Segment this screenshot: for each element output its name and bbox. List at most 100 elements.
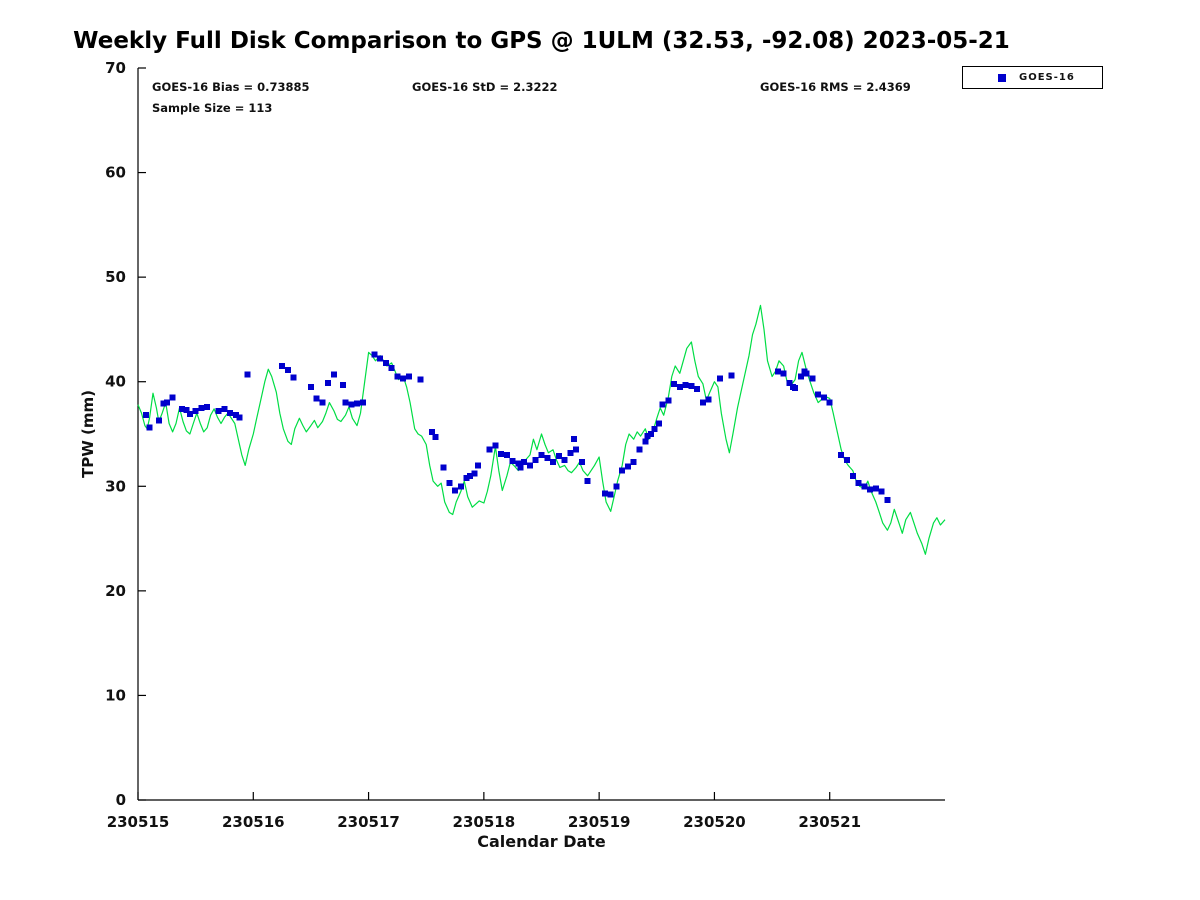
goes16-marker xyxy=(570,436,577,443)
goes16-marker xyxy=(676,383,683,390)
goes16-marker xyxy=(699,399,706,406)
goes16-marker xyxy=(705,396,712,403)
goes16-marker xyxy=(792,385,799,391)
goes16-marker xyxy=(400,375,407,382)
goes16-marker xyxy=(178,405,185,412)
goes16-marker xyxy=(163,399,170,406)
goes16-legend-label: GOES-16 xyxy=(1019,72,1075,83)
x-tick-label: 230517 xyxy=(337,813,400,831)
goes16-marker xyxy=(659,401,666,408)
goes16-marker xyxy=(486,446,493,453)
goes16-marker xyxy=(313,395,320,402)
goes16-marker xyxy=(561,457,568,464)
goes16-marker xyxy=(774,368,781,375)
goes16-marker xyxy=(642,438,649,445)
goes16-marker xyxy=(665,397,672,404)
goes16-marker xyxy=(682,381,689,388)
goes16-marker xyxy=(452,487,458,494)
goes16-marker xyxy=(578,459,585,466)
goes16-marker xyxy=(820,394,827,401)
goes16-marker xyxy=(573,446,580,453)
goes16-marker xyxy=(244,371,251,378)
goes16-marker xyxy=(354,400,360,407)
goes16-marker xyxy=(625,463,631,470)
y-tick-label: 20 xyxy=(105,582,126,600)
goes16-marker xyxy=(198,404,205,411)
goes16-marker xyxy=(567,449,574,456)
goes16-marker xyxy=(636,446,643,453)
goes16-marker xyxy=(463,474,470,481)
goes16-marker xyxy=(521,459,528,466)
goes16-marker xyxy=(815,391,822,398)
goes16-marker xyxy=(809,375,816,382)
goes16-marker xyxy=(538,451,545,458)
goes16-marker xyxy=(215,408,222,414)
goes16-marker xyxy=(517,464,524,471)
goes16-marker xyxy=(613,483,620,490)
goes16-marker xyxy=(855,480,862,487)
goes16-marker xyxy=(630,459,637,466)
goes16-marker xyxy=(146,424,153,431)
goes16-marker xyxy=(417,376,424,383)
goes16-marker xyxy=(509,458,516,465)
goes16-marker xyxy=(227,410,234,417)
goes16-marker xyxy=(872,485,879,492)
goes16-marker xyxy=(382,359,389,366)
goes16-marker xyxy=(221,405,228,412)
goes16-marker xyxy=(467,472,473,479)
goes16-marker xyxy=(233,412,239,419)
x-tick-label: 230520 xyxy=(683,813,746,831)
goes16-marker xyxy=(155,417,162,424)
goes16-marker xyxy=(471,470,478,477)
goes16-marker xyxy=(475,462,482,469)
goes16-marker xyxy=(619,467,626,474)
y-tick-label: 60 xyxy=(105,164,126,182)
legend: GOES-16 xyxy=(962,66,1103,89)
goes16-marker xyxy=(688,382,695,389)
goes16-marker xyxy=(440,464,447,471)
goes16-marker xyxy=(786,379,793,386)
goes16-marker xyxy=(861,483,868,490)
goes16-marker xyxy=(340,381,347,388)
goes16-marker xyxy=(446,480,453,487)
goes16-marker xyxy=(143,412,150,419)
goes16-marker xyxy=(694,386,701,392)
goes16-marker xyxy=(607,491,614,498)
goes16-marker xyxy=(388,365,395,372)
goes16-marker xyxy=(849,472,856,479)
goes16-marker xyxy=(192,408,199,414)
y-tick-label: 30 xyxy=(105,477,126,495)
x-tick-label: 230515 xyxy=(107,813,170,831)
x-tick-label: 230521 xyxy=(798,813,861,831)
stat-bias: GOES-16 Bias = 0.73885 xyxy=(152,80,310,94)
goes16-marker xyxy=(648,431,654,437)
gps-line xyxy=(137,304,946,555)
stat-std: GOES-16 StD = 2.3222 xyxy=(412,80,558,94)
goes16-marker xyxy=(331,371,337,378)
goes16-marker xyxy=(279,363,286,369)
x-axis-label: Calendar Date xyxy=(477,832,606,851)
goes16-marker xyxy=(550,459,556,466)
goes16-marker xyxy=(527,462,533,469)
goes16-legend-marker-icon xyxy=(998,73,1006,82)
x-tick-label: 230518 xyxy=(453,813,516,831)
goes16-marker xyxy=(359,399,366,406)
goes16-marker xyxy=(492,442,499,449)
chart-title: Weekly Full Disk Comparison to GPS @ 1UL… xyxy=(73,28,1010,54)
y-tick-label: 40 xyxy=(105,373,126,391)
goes16-marker xyxy=(377,355,384,362)
goes16-marker xyxy=(498,450,505,457)
goes16-marker xyxy=(371,351,378,358)
goes16-marker xyxy=(307,383,314,390)
goes16-marker xyxy=(780,370,787,377)
y-tick-label: 50 xyxy=(105,268,126,286)
goes16-marker xyxy=(544,455,551,462)
goes16-marker xyxy=(797,373,804,380)
y-axis-label: TPW (mm) xyxy=(79,390,97,478)
y-tick-label: 0 xyxy=(116,791,126,809)
goes16-marker xyxy=(728,372,735,379)
goes16-marker xyxy=(186,411,193,418)
goes16-marker xyxy=(183,406,190,413)
